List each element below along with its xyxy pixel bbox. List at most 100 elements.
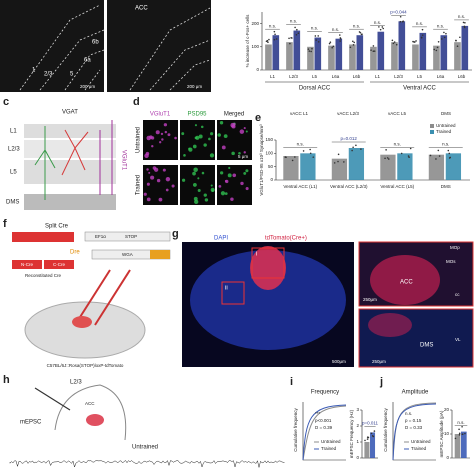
data-point — [385, 149, 387, 151]
layer-label: 6a — [84, 58, 91, 64]
puncta — [221, 145, 226, 150]
construct — [84, 231, 171, 242]
chart-header: vACC L5 — [388, 111, 407, 116]
y-tick-label: 100 — [251, 44, 259, 49]
bar — [314, 37, 322, 70]
puncta — [219, 121, 224, 125]
scale-label: 250μm — [372, 359, 386, 364]
annotation: p=0.044 — [390, 9, 407, 14]
puncta — [194, 124, 198, 127]
injection-site — [72, 316, 92, 328]
data-point — [443, 36, 446, 39]
legend-swatch — [430, 124, 434, 128]
puncta — [201, 171, 205, 175]
scale-label: 250μm — [363, 297, 377, 302]
region-label: VL — [455, 337, 461, 342]
data-point — [372, 45, 375, 47]
y-tick-label: 0 — [270, 177, 273, 182]
puncta — [192, 144, 197, 149]
trace — [9, 460, 285, 468]
annotation: D = 0.33 — [405, 425, 423, 430]
bar — [412, 44, 419, 70]
x-tick-label: L1 — [270, 74, 276, 79]
data-point — [447, 149, 450, 152]
puncta — [232, 173, 237, 178]
data-point — [379, 28, 382, 31]
inset-label: i — [256, 252, 257, 258]
legend-label: Untrained — [411, 439, 431, 444]
injection — [74, 269, 131, 326]
data-point — [273, 38, 276, 41]
bar — [331, 158, 348, 180]
schematic-label: STOP — [125, 234, 137, 239]
data-point — [443, 31, 445, 34]
puncta — [159, 141, 162, 144]
puncta — [220, 191, 226, 196]
data-point — [373, 50, 376, 52]
data-point — [290, 37, 292, 39]
data-point — [267, 41, 269, 43]
annotation: n.s. — [311, 26, 318, 31]
data-point — [458, 432, 461, 435]
micrograph — [0, 0, 104, 92]
puncta — [152, 166, 157, 170]
puncta — [220, 171, 224, 175]
bar — [283, 156, 299, 180]
bar — [419, 32, 427, 70]
puncta — [155, 130, 160, 135]
scale-label: 5 μm — [238, 154, 248, 159]
data-point — [384, 157, 386, 160]
schematic-label: EF1α — [95, 234, 106, 239]
data-point — [351, 40, 354, 43]
data-point — [351, 149, 353, 152]
puncta — [224, 180, 227, 183]
panel-letter: c — [3, 96, 9, 108]
puncta — [146, 168, 149, 171]
bar — [380, 154, 396, 180]
construct — [12, 232, 74, 242]
chart-title: Frequency — [311, 390, 339, 396]
y-tick-label: 100 — [265, 151, 273, 156]
chart-header: DMS — [441, 111, 451, 116]
puncta — [146, 182, 150, 186]
labelled-area — [86, 414, 104, 426]
puncta — [156, 178, 161, 183]
electrode — [34, 387, 71, 411]
bar — [307, 46, 314, 70]
column-label: VGluT1 — [150, 112, 171, 118]
panel-letter: d — [133, 96, 140, 108]
data-point — [386, 157, 389, 159]
panel-letter: f — [3, 218, 7, 230]
data-point — [355, 144, 357, 147]
puncta — [210, 184, 213, 187]
puncta — [149, 135, 153, 139]
puncta — [231, 151, 235, 156]
bar — [428, 154, 445, 180]
puncta — [181, 178, 186, 182]
puncta — [232, 122, 236, 126]
annotation: n.s. — [416, 21, 423, 26]
x-tick-label: Ventral ACC (L1) — [283, 184, 317, 189]
data-point — [337, 153, 340, 156]
puncta — [243, 171, 247, 175]
data-point — [370, 49, 372, 51]
inset-box — [251, 247, 285, 279]
brain-outline — [24, 301, 146, 359]
legend-swatch — [430, 130, 434, 134]
axis-title: % increase of c-Fos+ cells — [245, 14, 250, 67]
data-point — [360, 148, 362, 150]
data-point — [435, 49, 438, 52]
data-point — [445, 32, 447, 35]
puncta — [167, 133, 171, 137]
data-point — [275, 38, 278, 40]
cumulative-curve — [392, 403, 437, 461]
group-label: Ventral ACC — [403, 86, 436, 92]
bar — [377, 31, 385, 70]
data-point — [373, 430, 376, 432]
annotation: n.s. — [290, 19, 297, 24]
panel-letter: i — [290, 376, 293, 388]
data-point — [302, 150, 305, 152]
data-point — [415, 40, 417, 42]
puncta — [210, 132, 214, 136]
legend-label: Trained — [411, 446, 427, 451]
